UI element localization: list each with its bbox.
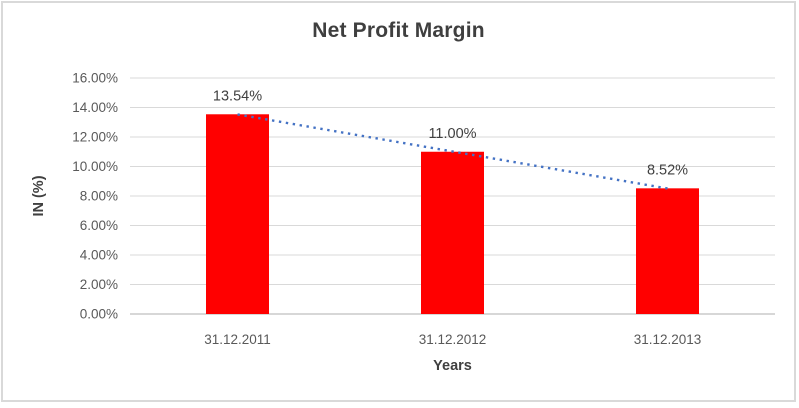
chart-title: Net Profit Margin — [312, 19, 485, 42]
y-tick-label: 10.00% — [72, 159, 118, 174]
y-tick-label: 14.00% — [72, 100, 118, 115]
chart-frame: Net Profit Margin IN (%) 0.00% 2.00% 4.00%… — [1, 1, 796, 402]
trendline — [237, 113, 668, 190]
y-tick-label: 8.00% — [80, 189, 118, 204]
plot-area: 0.00% 2.00% 4.00% 6.00% 8.00% 10.00% 12.00% 14.… — [72, 71, 775, 347]
x-axis-title: Years — [433, 358, 472, 374]
y-tick-label: 0.00% — [80, 307, 118, 322]
x-tick-label: 31.12.2012 — [419, 332, 487, 347]
bar-data-label: 8.52% — [647, 162, 688, 178]
bar — [636, 188, 699, 314]
bar-data-label: 11.00% — [428, 126, 476, 142]
x-tick-label: 31.12.2011 — [204, 332, 271, 347]
y-tick-label: 6.00% — [80, 218, 118, 233]
y-tick-label: 16.00% — [72, 71, 118, 86]
y-tick-label: 2.00% — [80, 277, 118, 292]
y-tick-label: 4.00% — [80, 248, 118, 263]
y-tick-label: 12.00% — [72, 130, 118, 145]
bar-data-label: 13.54% — [213, 88, 262, 104]
bar — [421, 151, 484, 314]
bar — [206, 114, 269, 314]
x-tick-label: 31.12.2013 — [634, 332, 702, 347]
